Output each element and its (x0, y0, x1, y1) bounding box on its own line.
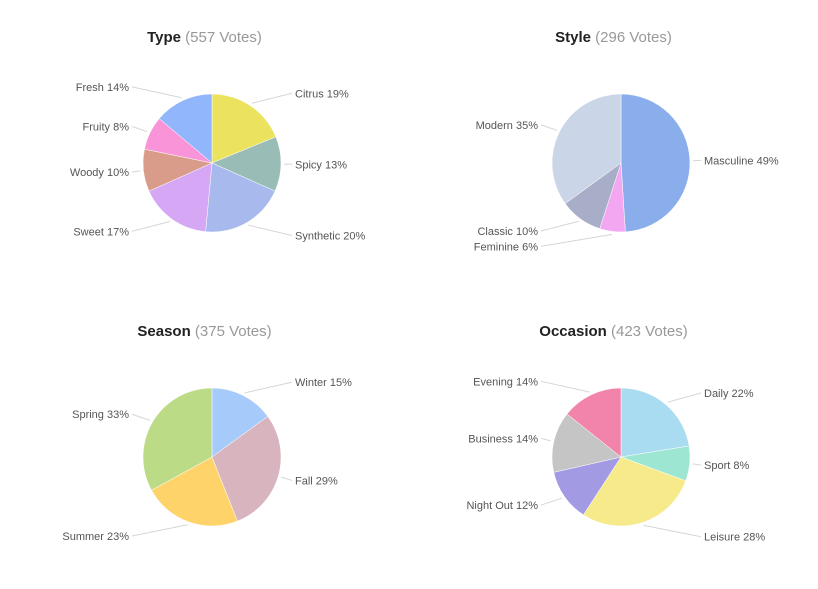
slice-label-modern: Modern 35% (476, 120, 539, 132)
slice-label-classic: Classic 10% (477, 226, 538, 238)
slice-label-business: Business 14% (468, 433, 538, 445)
pie-slice-fall[interactable] (211, 416, 282, 522)
chart-title: Occasion (423 Votes) (409, 323, 818, 340)
pie-chart-occasion: Daily 22% Sport 8% Leisure 28% Night Out 12… (466, 376, 765, 544)
pie-slice-leisure[interactable] (583, 456, 687, 527)
chart-votes: (375 Votes) (194, 323, 272, 340)
chart-votes: (423 Votes) (610, 323, 688, 340)
chart-title: Style (296 Votes) (409, 29, 818, 46)
pie-chart-style: Masculine 49% Feminine 6% Classic 10% Moder… (474, 93, 779, 253)
pie-slice-synthetic[interactable] (205, 162, 276, 233)
chart-title-name: Style (555, 29, 591, 46)
leader-line-citrus (251, 92, 293, 104)
pie-panel-season: Season (375 Votes) Winter 15% Fall 29% Sum… (0, 294, 409, 588)
pie-slice-summer[interactable] (151, 456, 238, 527)
chart-title: Type (557 Votes) (0, 29, 409, 46)
leader-line-spring (131, 413, 151, 421)
leader-line-sweet (131, 221, 171, 232)
slice-label-sport: Sport 8% (704, 460, 749, 472)
chart-votes: (296 Votes) (595, 29, 672, 46)
pie-slice-spring[interactable] (142, 387, 213, 491)
slice-label-leisure: Leisure 28% (704, 532, 765, 544)
slice-label-daily: Daily 22% (704, 388, 754, 400)
leader-line-winter (244, 381, 293, 394)
pie-slice-citrus[interactable] (211, 93, 277, 164)
slice-label-summer: Summer 23% (62, 531, 129, 543)
slice-label-spring: Spring 33% (72, 409, 129, 421)
leader-line-classic (540, 220, 579, 232)
slice-label-masculine: Masculine 49% (704, 155, 779, 167)
pie-slice-daily[interactable] (620, 387, 690, 458)
pie-panel-type: Type (557 Votes) Citrus 19% Spicy 13% Synt… (0, 0, 409, 294)
slice-label-fruity: Fruity 8% (83, 121, 130, 133)
leader-line-daily (667, 392, 702, 403)
pie-slice-modern[interactable] (551, 93, 622, 204)
leader-line-business (540, 437, 551, 442)
chart-title-name: Type (147, 29, 181, 46)
leader-line-synthetic (248, 224, 293, 237)
slice-label-woody: Woody 10% (70, 167, 129, 179)
pie-slice-evening[interactable] (566, 387, 622, 458)
pie-slice-business[interactable] (551, 413, 622, 473)
slice-label-sweet: Sweet 17% (73, 226, 129, 238)
pie-panel-style: Style (296 Votes) Masculine 49% Feminine … (409, 0, 818, 294)
slice-label-spicy: Spicy 13% (295, 159, 347, 171)
leader-line-evening (540, 380, 590, 393)
leader-line-night-out (540, 497, 563, 506)
leader-line-fall (280, 476, 293, 481)
slice-label-feminine: Feminine 6% (474, 241, 538, 253)
chart-title: Season (375 Votes) (0, 323, 409, 340)
leader-line-feminine (540, 233, 613, 247)
pie-slice-masculine[interactable] (620, 93, 691, 233)
pie-slice-winter[interactable] (211, 387, 269, 458)
leader-line-modern (540, 124, 558, 131)
chart-title-name: Season (137, 323, 191, 340)
chart-votes: (557 Votes) (185, 29, 262, 46)
leader-line-fresh (131, 86, 182, 99)
slice-label-citrus: Citrus 19% (295, 88, 349, 100)
leader-line-sport (692, 463, 702, 466)
slice-label-synthetic: Synthetic 20% (295, 231, 366, 243)
leader-line-woody (131, 170, 141, 173)
pie-slice-spicy[interactable] (211, 136, 282, 192)
pie-slice-fresh[interactable] (158, 93, 213, 164)
pie-chart-season: Winter 15% Fall 29% Summer 23% Spring 33% (62, 377, 352, 543)
leader-line-summer (131, 524, 188, 537)
slice-label-night-out: Night Out 12% (466, 500, 538, 512)
slice-label-evening: Evening 14% (473, 376, 538, 388)
slice-label-fall: Fall 29% (295, 475, 338, 487)
pie-panel-occasion: Occasion (423 Votes) Daily 22% Sport 8% Le… (409, 294, 818, 588)
leader-line-leisure (643, 524, 702, 538)
slice-label-winter: Winter 15% (295, 377, 352, 389)
leader-line-fruity (131, 125, 148, 133)
pie-slice-sweet[interactable] (148, 162, 213, 232)
pie-chart-type: Citrus 19% Spicy 13% Synthetic 20% Sweet 17… (70, 82, 366, 243)
slice-label-fresh: Fresh 14% (76, 82, 129, 94)
chart-title-name: Occasion (539, 323, 607, 340)
